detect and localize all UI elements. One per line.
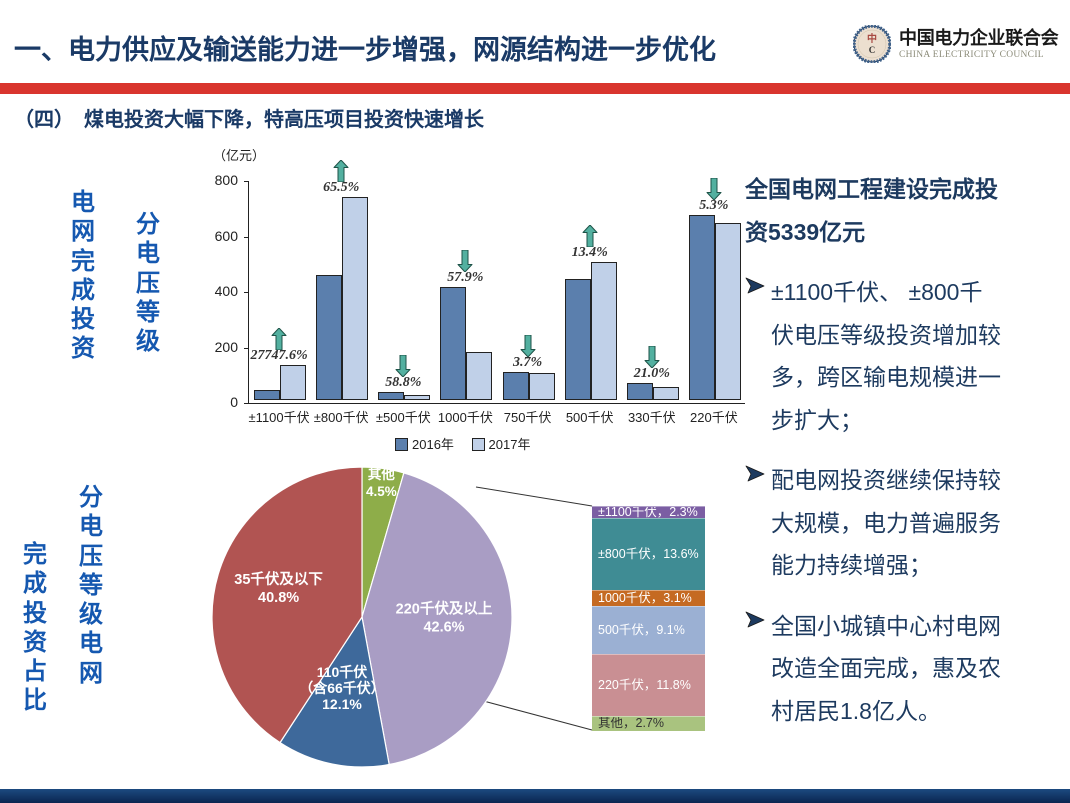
svg-text:42.6%: 42.6% (423, 619, 464, 635)
svg-text:35千伏及以下: 35千伏及以下 (234, 570, 323, 588)
svg-text:220千伏及以上: 220千伏及以上 (396, 599, 493, 617)
svg-text:40.8%: 40.8% (258, 590, 299, 606)
svg-text:其他: 其他 (368, 467, 395, 482)
svg-text:中: 中 (867, 32, 877, 45)
svg-text:110千伏: 110千伏 (317, 664, 368, 680)
svg-text:（含66千伏）: （含66千伏） (299, 680, 385, 696)
svg-text:4.5%: 4.5% (366, 484, 397, 499)
svg-text:C: C (869, 45, 876, 55)
svg-text:12.1%: 12.1% (322, 696, 362, 712)
